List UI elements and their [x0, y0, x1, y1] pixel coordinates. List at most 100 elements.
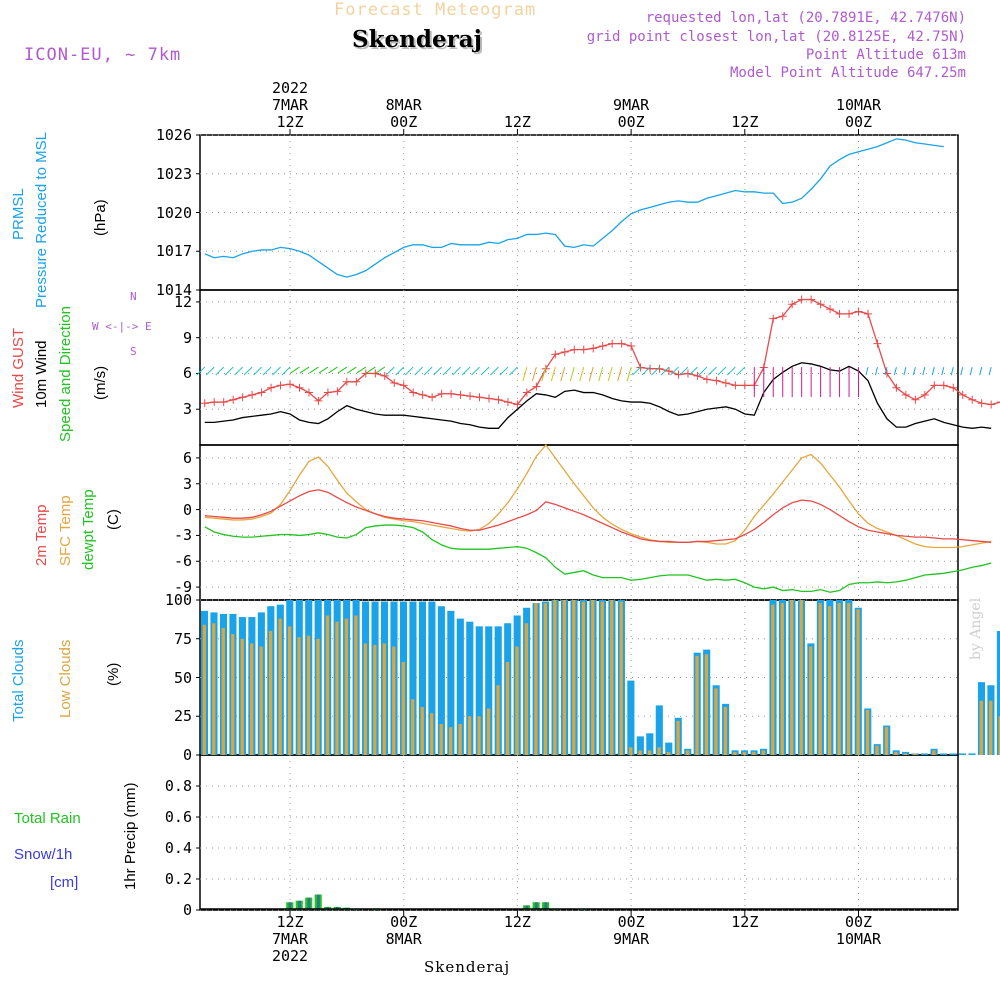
wind-arrow-23 [414, 366, 424, 376]
gust-marker-43 [608, 339, 617, 348]
low-cloud-bar-37 [553, 600, 557, 755]
wind-arrow-29 [471, 366, 480, 376]
low-cloud-bar-10 [297, 637, 301, 755]
wind-arrow-20 [385, 366, 395, 376]
low-cloud-bar-38 [562, 600, 567, 755]
wind-arrow-15 [337, 366, 348, 374]
low-cloud-bar-42 [600, 601, 604, 755]
gust-marker-39 [570, 345, 579, 354]
snow-label: Snow/1h [14, 846, 73, 863]
total-cloud-bar-26 [447, 610, 455, 755]
bottom-tick-1: 00Z 8MAR [385, 913, 422, 948]
wind-arrow-48 [651, 366, 660, 376]
gust-marker-83 [987, 400, 996, 409]
wind-arrow-45 [626, 366, 632, 382]
total-cloud-bar-23 [418, 601, 426, 755]
gust-marker-38 [560, 348, 569, 356]
total-cloud-bar-46 [636, 736, 644, 755]
low-cloud-bar-40 [581, 601, 585, 755]
gust-marker-10 [295, 383, 304, 392]
wind-arrow-39 [569, 366, 575, 382]
total-cloud-bar-48 [655, 705, 663, 755]
total-cloud-bar-29 [475, 626, 483, 755]
bottom-tick-0: 12Z 7MAR 2022 [271, 913, 309, 965]
total-cloud-bar-28 [466, 621, 474, 755]
ytick-label-pressure-0: 1014 [155, 281, 192, 299]
low-cloud-bar-5 [250, 643, 254, 755]
top-tick-4: 12Z [731, 113, 759, 131]
low-cloud-bar-67 [837, 603, 841, 755]
gust-marker-15 [342, 377, 351, 386]
wind-arrow-5 [243, 366, 253, 376]
low-cloud-bar-66 [828, 606, 832, 755]
ytick-label-precip-0: 0 [182, 901, 192, 919]
gust-marker-60 [769, 314, 778, 323]
total-cloud-bar-49 [665, 742, 673, 755]
total-cloud-bar-24 [428, 601, 436, 755]
gust-marker-34 [522, 388, 531, 397]
wind-arrow-83 [988, 366, 992, 376]
low-cloud-bar-23 [420, 706, 424, 755]
gust-marker-74 [901, 390, 910, 399]
wind-arrow-50 [670, 366, 679, 376]
wind-arrow-43 [607, 366, 613, 382]
wind-arrow-8 [272, 366, 281, 376]
gust-marker-63 [797, 295, 806, 304]
bottom-tick-3: 00Z 9MAR [613, 913, 650, 948]
low-cloud-bar-9 [287, 626, 292, 755]
gust-marker-2 [219, 398, 228, 407]
gust-marker-52 [693, 371, 702, 380]
wind-arrow-12 [309, 366, 319, 374]
t2m-line [204, 489, 992, 543]
wind-arrow-80 [960, 366, 964, 376]
wind-arrow-77 [931, 366, 935, 376]
gust-marker-78 [939, 381, 948, 390]
gust-marker-62 [788, 300, 797, 309]
low-cloud-bar-15 [344, 618, 349, 755]
low-cloud-bar-46 [638, 750, 642, 755]
wind-arrow-51 [679, 366, 689, 376]
low-cloud-bar-25 [439, 724, 443, 755]
wind-arrow-36 [541, 366, 547, 382]
ytick-label-clouds-2: 50 [173, 668, 192, 687]
ytick-label-temp-0: -9 [173, 578, 192, 597]
gust-marker-49 [665, 367, 674, 376]
top-tick-2: 12Z [503, 113, 531, 131]
wind-arrow-22 [404, 366, 414, 376]
wind-arrow-78 [941, 366, 945, 376]
gust-marker-6 [257, 388, 266, 397]
gust-marker-29 [475, 393, 484, 402]
footer-location: Skenderaj [424, 958, 511, 976]
low-cloud-bar-62 [790, 600, 794, 755]
low-cloud-bar-43 [610, 600, 614, 755]
compass-we: W <-|-> E [92, 320, 152, 333]
ytick-label-precip-4: 0.8 [164, 777, 192, 795]
low-cloud-bar-24 [430, 713, 434, 755]
wind-arrow-41 [588, 366, 594, 382]
low-cloud-bar-51 [685, 750, 690, 755]
wind-arrow-55 [717, 366, 727, 376]
gridpoint-coords: grid point closest lon,lat (20.8125E, 42… [586, 29, 966, 45]
low-cloud-bar-59 [761, 750, 765, 755]
low-cloud-bar-52 [695, 655, 699, 755]
low-cloud-bar-35 [534, 603, 538, 755]
snow-bar-11 [307, 897, 311, 910]
low-cloud-bar-82 [979, 700, 983, 755]
model-label: ICON-EU, ~ 7km [24, 45, 182, 65]
panel-frame-temp [199, 444, 959, 601]
gust-marker-20 [390, 379, 399, 387]
low-cloud-bar-7 [268, 631, 273, 755]
ytick-label-wind-2: 9 [182, 328, 192, 347]
gust-marker-53 [702, 375, 711, 384]
low-cloud-bar-41 [591, 600, 595, 755]
gust-marker-75 [911, 395, 920, 404]
low-cloud-bar-44 [619, 601, 623, 755]
wind-arrow-46 [632, 366, 641, 376]
ytick-label-wind-3: 12 [173, 292, 192, 311]
low-cloud-bar-60 [771, 604, 775, 755]
wind-arrow-18 [366, 366, 376, 374]
wind-arrow-38 [560, 366, 566, 382]
low-cloud-bar-33 [515, 646, 519, 755]
low-cloud-bar-13 [325, 615, 330, 755]
